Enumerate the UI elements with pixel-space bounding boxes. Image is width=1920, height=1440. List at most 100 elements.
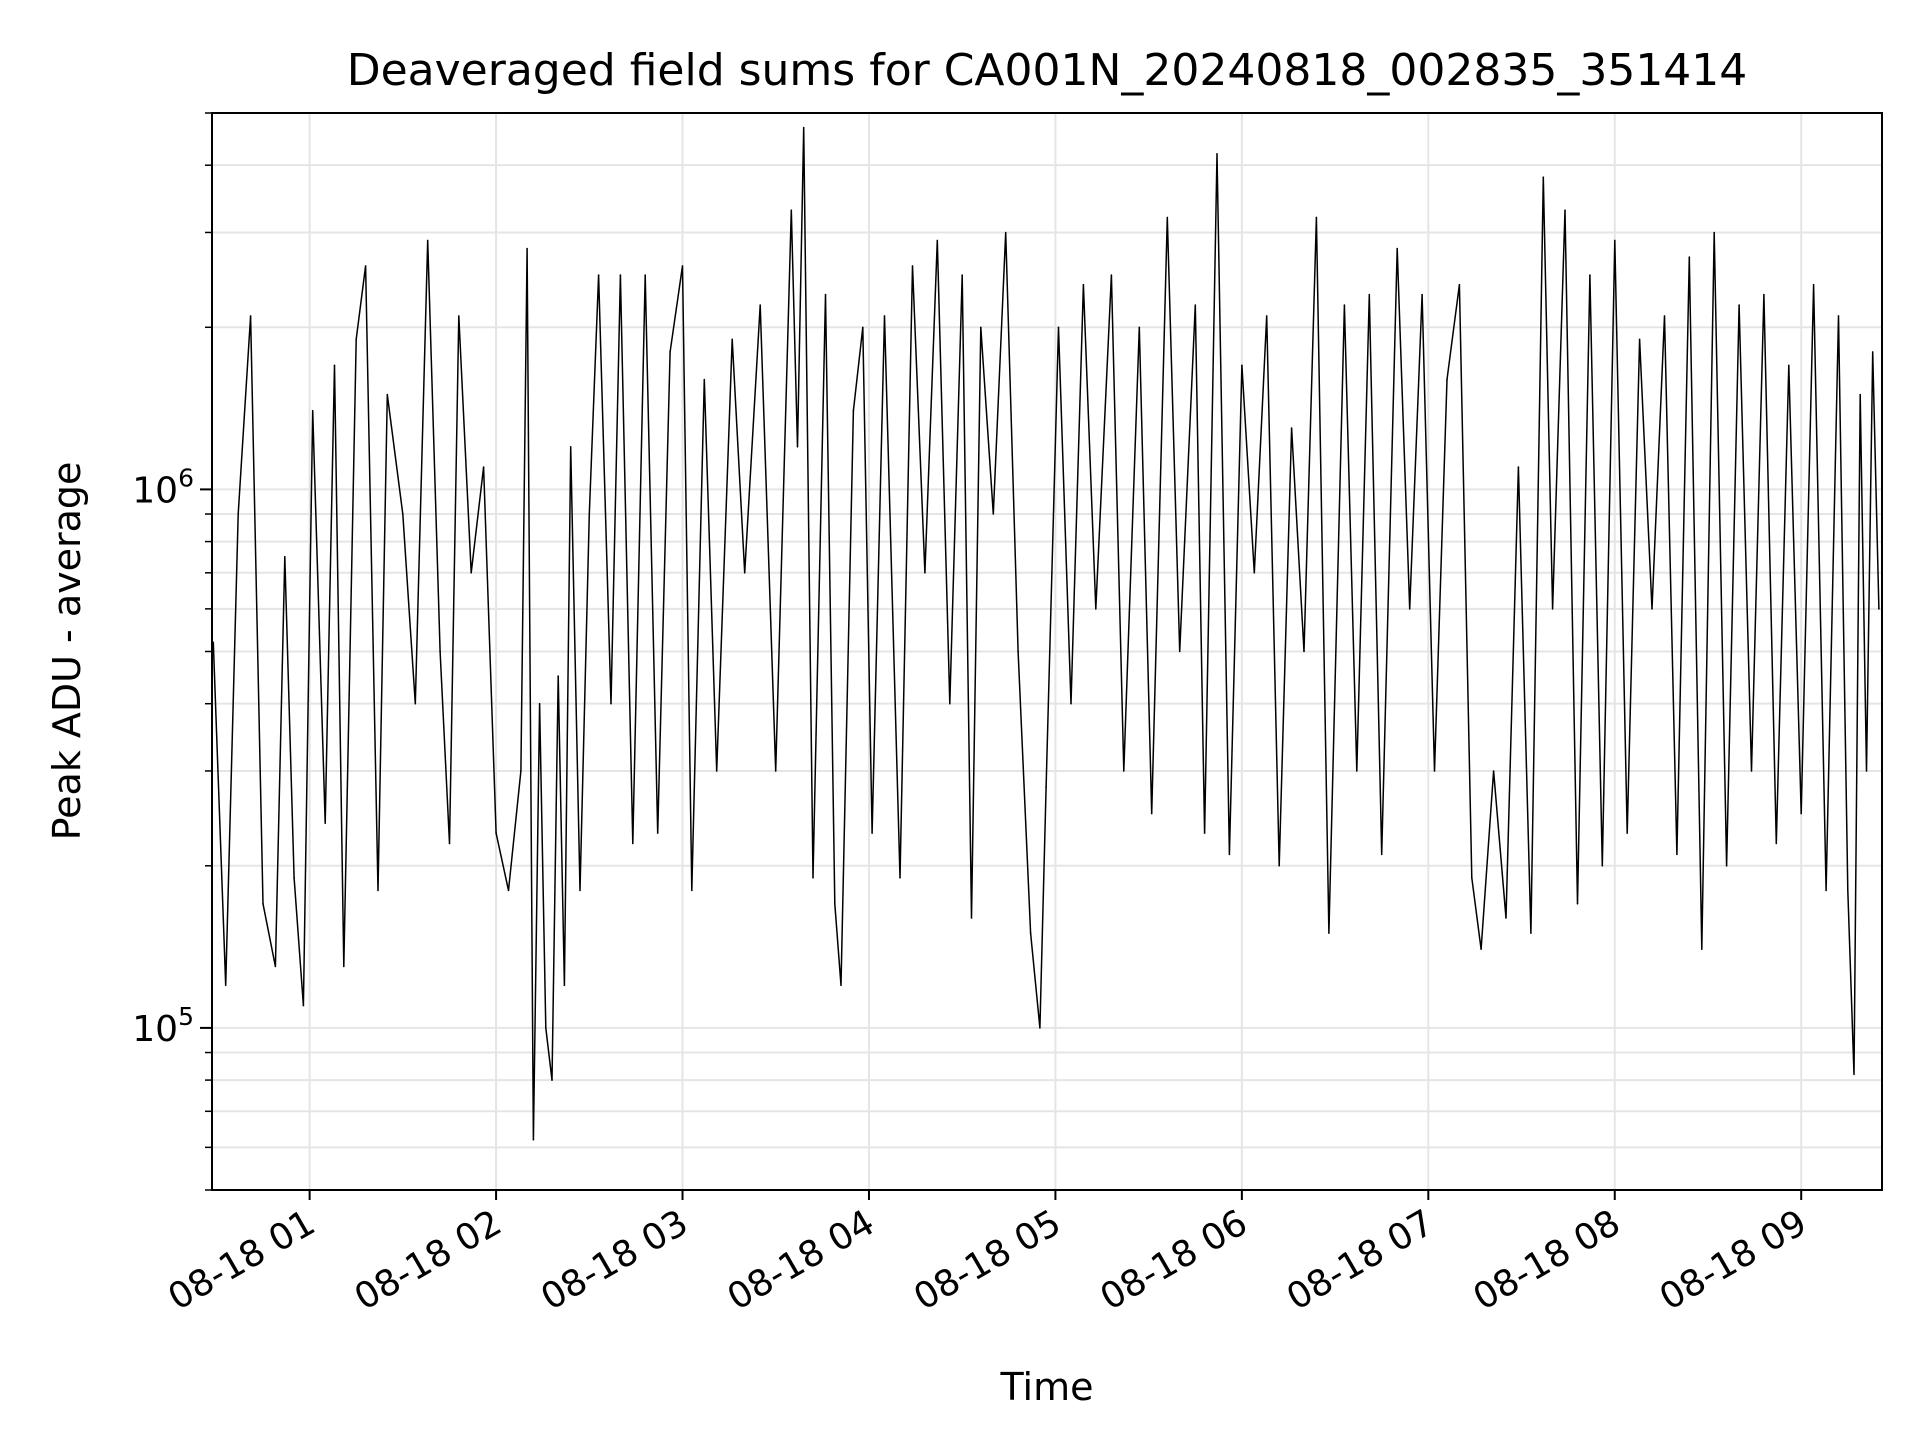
data-point [1551, 608, 1554, 610]
data-point [1194, 304, 1197, 306]
data-point [1725, 865, 1728, 867]
data-point [1095, 608, 1097, 610]
data-point [439, 650, 441, 653]
data-point [1788, 364, 1790, 367]
data-point [302, 1004, 305, 1007]
chart-title: Deaveraged field sums for CA001N_2024081… [347, 45, 1748, 96]
data-point [538, 702, 541, 705]
x-tick-label: 08-18 07 [1280, 1202, 1441, 1318]
data-point [262, 903, 264, 905]
data-point [1166, 216, 1169, 219]
data-point [1688, 256, 1691, 258]
data-point [1017, 650, 1019, 653]
data-point [1492, 770, 1495, 772]
data-point [333, 364, 336, 367]
data-point [1380, 853, 1383, 856]
data-point [1638, 338, 1641, 341]
data-point [1290, 427, 1293, 429]
data-point [1368, 293, 1371, 296]
data-point [507, 889, 510, 892]
data-point [1421, 293, 1423, 296]
data-point [364, 265, 367, 267]
x-axis-ticks: 08-18 01 08-18 02 08-18 03 08-18 04 08-18 05… [161, 1190, 1814, 1319]
data-point [1800, 812, 1802, 815]
data-point [551, 1079, 553, 1081]
data-point [1847, 889, 1849, 892]
data-point [824, 293, 827, 296]
data-point [1738, 304, 1740, 306]
data-point [1865, 770, 1868, 772]
data-point [840, 984, 842, 987]
y-axis-label: Peak ADU - average [45, 462, 89, 841]
data-point [1039, 1027, 1041, 1029]
data-point [1505, 917, 1507, 919]
data-point [1825, 889, 1827, 892]
data-point [949, 702, 951, 705]
data-point [1871, 351, 1874, 353]
y-axis-ticks: 105 106 [132, 463, 212, 1050]
data-point [532, 1138, 535, 1141]
data-point [1082, 283, 1085, 286]
x-tick-label: 08-18 02 [348, 1202, 509, 1318]
data-point [1530, 932, 1532, 934]
data-point [1138, 326, 1141, 329]
data-point [237, 513, 239, 515]
data-point [1241, 364, 1243, 367]
data-point [632, 842, 634, 845]
data-point [1228, 853, 1231, 856]
data-point [1110, 274, 1113, 276]
data-point [812, 877, 814, 879]
data-point [1589, 274, 1591, 276]
x-tick-label: 08-18 01 [161, 1202, 322, 1318]
data-point [743, 572, 746, 574]
data-point [1004, 231, 1007, 234]
data-point [355, 338, 358, 341]
data-point [293, 877, 295, 879]
data-point [802, 126, 805, 129]
data-point [402, 513, 404, 515]
data-point [656, 832, 659, 834]
data-point [426, 239, 429, 242]
data-point [470, 572, 473, 574]
data-point [579, 889, 581, 892]
data-point [1853, 1073, 1855, 1076]
x-tick-label: 08-18 09 [1653, 1202, 1814, 1318]
data-point [458, 315, 460, 317]
data-point [1446, 378, 1448, 381]
data-point [249, 315, 252, 317]
data-point [970, 917, 973, 919]
data-point [1480, 948, 1482, 950]
data-point [1123, 770, 1125, 772]
data-point [588, 513, 591, 515]
data-point [1614, 239, 1616, 242]
data-point [1750, 770, 1753, 772]
y-grid [212, 112, 1882, 1191]
data-point [1542, 176, 1545, 178]
data-point [899, 877, 901, 879]
data-point [852, 409, 855, 412]
data-point [1812, 283, 1815, 286]
data-point [1837, 315, 1840, 317]
y-tick-label: 105 [132, 1002, 194, 1050]
data-point [883, 315, 886, 317]
data-point [1216, 153, 1218, 155]
y-tick-label: 106 [132, 463, 194, 511]
data-point [862, 326, 864, 329]
data-point [343, 965, 345, 968]
data-point [1070, 702, 1072, 705]
data-point [691, 889, 693, 892]
data-point [669, 351, 671, 353]
data-point [1576, 903, 1579, 905]
data-point [224, 984, 227, 987]
data-point [871, 832, 873, 834]
data-point [520, 770, 522, 772]
data-point [610, 702, 612, 705]
data-point [731, 338, 733, 341]
data-point [1471, 877, 1473, 879]
data-point [545, 1027, 547, 1029]
series-line [212, 127, 1880, 1140]
data-point [311, 409, 314, 412]
data-point [1676, 853, 1678, 856]
data-point [1253, 572, 1256, 574]
data-point [1433, 770, 1436, 772]
